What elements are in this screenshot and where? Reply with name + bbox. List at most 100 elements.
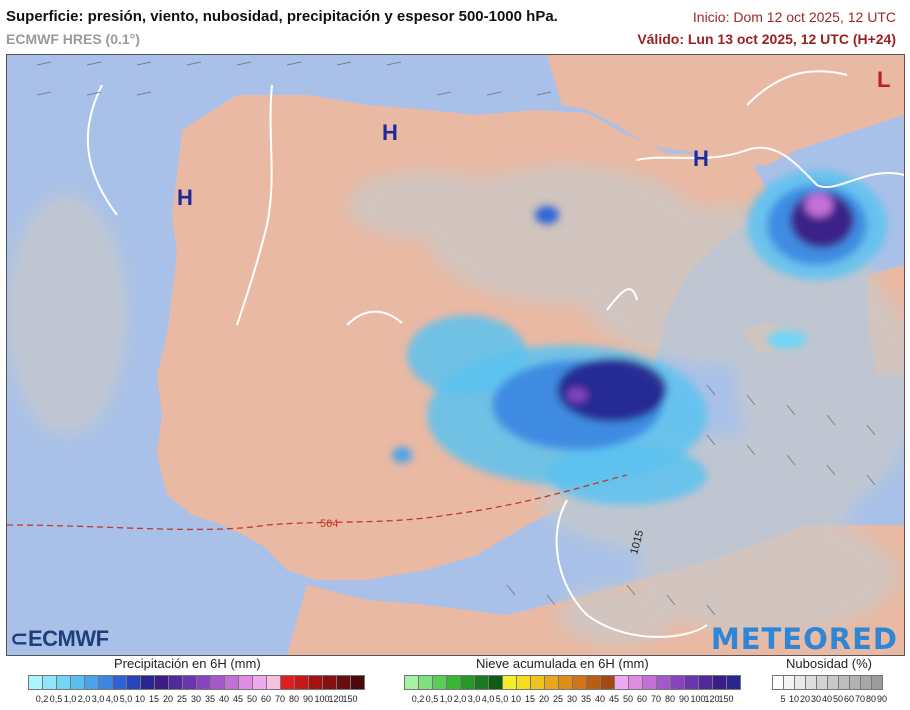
precip-legend-swatch — [350, 675, 365, 690]
precip-legend-tick: 2,0 — [77, 694, 91, 704]
snow-legend-swatch — [600, 675, 615, 690]
ecmwf-logo-text: ECMWF — [27, 626, 109, 651]
snow-legend-swatch — [474, 675, 489, 690]
snow-legend-swatch — [656, 675, 671, 690]
snow-legend-tick: 40 — [594, 694, 606, 704]
precip-legend-swatch — [196, 675, 211, 690]
precip-legend-swatch — [140, 675, 155, 690]
isobars — [86, 70, 904, 638]
precip-legend-swatch — [252, 675, 267, 690]
precip-legend-swatch — [70, 675, 85, 690]
precip-legend-swatch — [112, 675, 127, 690]
precip-legend-tick: 30 — [190, 694, 202, 704]
precipitation-field — [392, 170, 887, 505]
init-time: Inicio: Dom 12 oct 2025, 12 UTC — [692, 9, 896, 25]
snow-legend-tick: 60 — [636, 694, 648, 704]
precip-legend-tick: 45 — [232, 694, 244, 704]
precip-legend-tick: 90 — [302, 694, 314, 704]
precip-legend-tick: 100 — [314, 694, 330, 704]
cloud-legend-tick: 20 — [799, 694, 811, 704]
snow-legend-swatch — [488, 675, 503, 690]
precip-legend-tick: 35 — [204, 694, 216, 704]
snow-legend-tick: 50 — [622, 694, 634, 704]
snow-legend-swatch — [628, 675, 643, 690]
snow-legend-tick: 15 — [524, 694, 536, 704]
high-pressure-center: H — [382, 120, 398, 145]
snow-legend-tick: 35 — [580, 694, 592, 704]
precip-legend-swatch — [56, 675, 71, 690]
precip-legend-swatch — [126, 675, 141, 690]
precip-legend-tick: 70 — [274, 694, 286, 704]
snow-legend-tick: 90 — [678, 694, 690, 704]
snow-legend-tick: 150 — [718, 694, 734, 704]
cloud-legend-tick: 50 — [832, 694, 844, 704]
snow-legend-swatch — [670, 675, 685, 690]
cloud-legend-bar — [772, 675, 883, 690]
cloud-legend-ticks: 5 10 20 30 40 50 60 70 80 90 — [772, 694, 892, 708]
precip-legend-tick: 4,0 — [105, 694, 119, 704]
meteored-logo: METEORED — [710, 622, 898, 656]
snow-legend-swatch — [614, 675, 629, 690]
precip-legend-swatch — [224, 675, 239, 690]
precip-legend-swatch — [238, 675, 253, 690]
cloud-legend-tick: 5 — [780, 694, 786, 704]
precip-legend-tick: 15 — [148, 694, 160, 704]
precip-legend-swatch — [294, 675, 309, 690]
snow-legend-swatch — [404, 675, 419, 690]
snow-legend-swatch — [558, 675, 573, 690]
snow-legend-swatch — [642, 675, 657, 690]
snow-legend-swatch — [516, 675, 531, 690]
snow-legend-swatch — [572, 675, 587, 690]
snow-legend-tick: 100 — [690, 694, 706, 704]
snow-legend-swatch — [460, 675, 475, 690]
snow-legend-tick: 20 — [538, 694, 550, 704]
precip-legend-swatch — [182, 675, 197, 690]
snow-legend-swatch — [586, 675, 601, 690]
low-pressure-center: L — [877, 67, 890, 92]
precip-legend-swatch — [168, 675, 183, 690]
cloud-legend-tick: 10 — [788, 694, 800, 704]
precip-legend-swatch — [154, 675, 169, 690]
precip-legend-swatch — [308, 675, 323, 690]
snow-legend-tick: 25 — [552, 694, 564, 704]
precip-legend-tick: 50 — [246, 694, 258, 704]
precip-legend-swatch — [42, 675, 57, 690]
precip-legend-tick: 20 — [162, 694, 174, 704]
france-land — [547, 55, 904, 165]
snow-legend-swatch — [530, 675, 545, 690]
snow-legend-tick: 2,0 — [453, 694, 467, 704]
precip-legend-swatch — [28, 675, 43, 690]
cloud-legend-title: Nubosidad (%) — [786, 656, 872, 671]
precip-legend-swatch — [266, 675, 281, 690]
precip-legend-tick: 120 — [328, 694, 344, 704]
snow-legend-ticks: 0,2 0,5 1,0 2,0 3,0 4,0 5,0 10 15 20 25 30 35 40 45 50 6… — [404, 694, 756, 708]
ecmwf-logo: ⊂ECMWF — [10, 626, 109, 652]
snow-legend-tick: 0,5 — [425, 694, 439, 704]
high-pressure-center: H — [693, 146, 709, 171]
precip-legend-swatch — [280, 675, 295, 690]
precip-legend-swatch — [98, 675, 113, 690]
precip-legend-tick: 0,5 — [49, 694, 63, 704]
precip-legend-tick: 10 — [134, 694, 146, 704]
precip-legend-ticks: 0,2 0,5 1,0 2,0 3,0 4,0 5,0 10 15 20 25 30 35 40 45 50 6… — [28, 694, 380, 708]
snow-legend-tick: 120 — [704, 694, 720, 704]
snow-legend-swatch — [698, 675, 713, 690]
precip-legend-tick: 60 — [260, 694, 272, 704]
snow-legend-title: Nieve acumulada en 6H (mm) — [476, 656, 649, 671]
cloud-legend-tick: 90 — [876, 694, 888, 704]
snow-legend-swatch — [432, 675, 447, 690]
valid-time: Válido: Lun 13 oct 2025, 12 UTC (H+24) — [637, 31, 896, 47]
precip-legend-title: Precipitación en 6H (mm) — [114, 656, 261, 671]
snow-legend-swatch — [418, 675, 433, 690]
precip-legend-swatch — [84, 675, 99, 690]
precip-legend-bar — [28, 675, 365, 690]
snow-legend-swatch — [684, 675, 699, 690]
snow-legend-tick: 0,2 — [411, 694, 425, 704]
precip-legend-tick: 1,0 — [63, 694, 77, 704]
precip-legend-swatch — [336, 675, 351, 690]
snow-legend-tick: 80 — [664, 694, 676, 704]
snow-legend-swatch — [726, 675, 741, 690]
precip-legend-tick: 3,0 — [91, 694, 105, 704]
ecmwf-logo-icon: ⊂ — [10, 626, 28, 651]
snow-legend-swatch — [446, 675, 461, 690]
